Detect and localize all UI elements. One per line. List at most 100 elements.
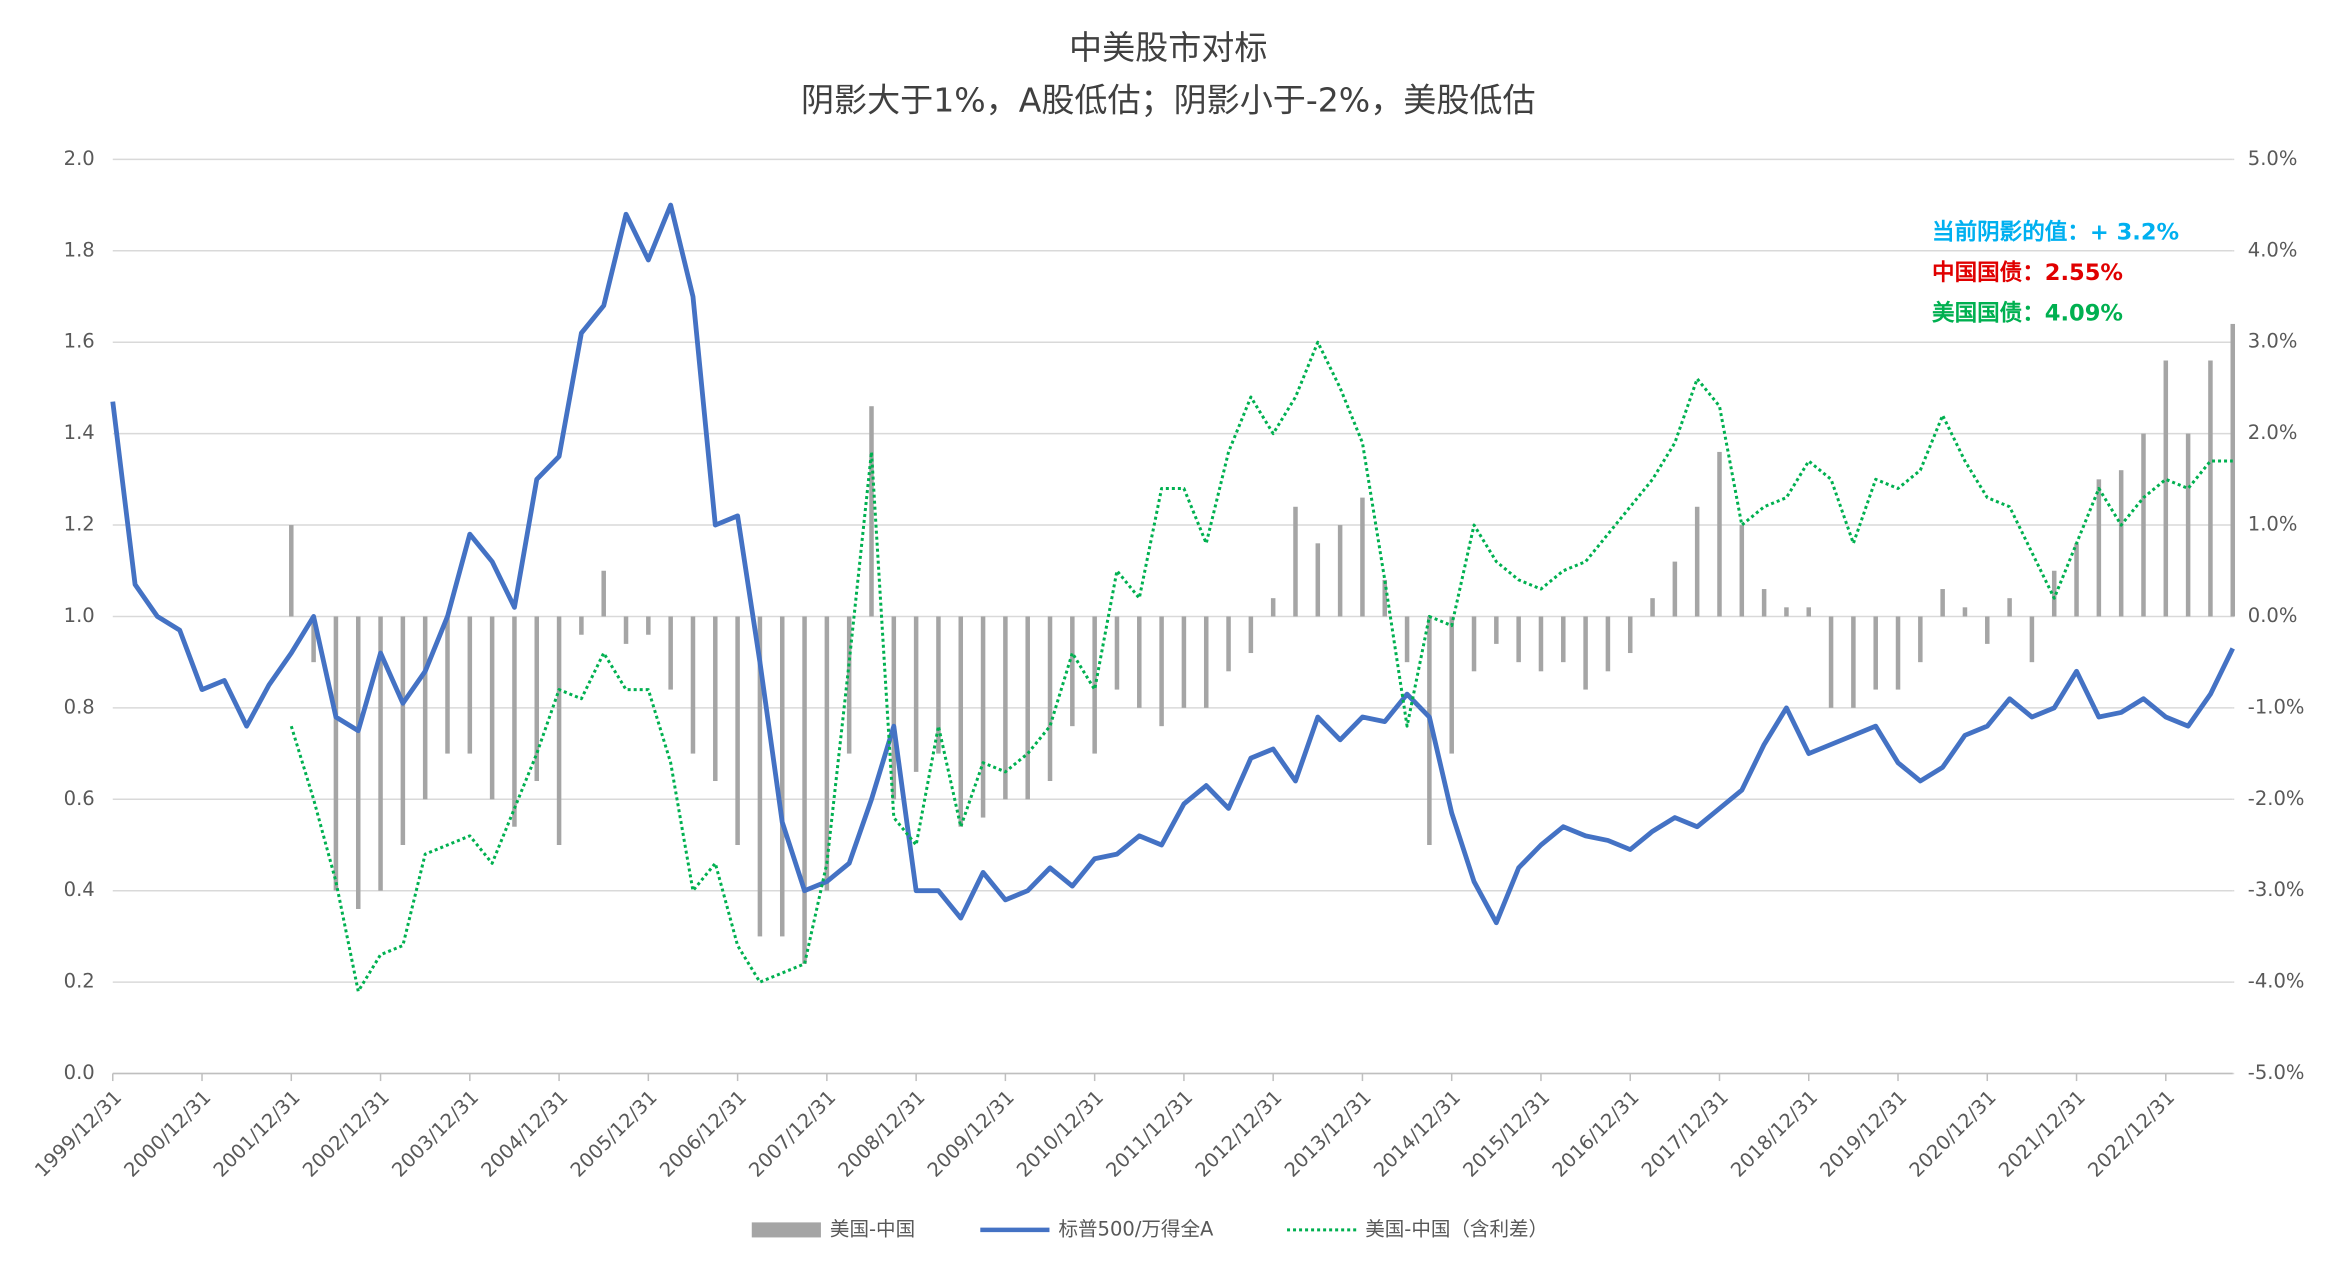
y-tick-label: 0.0 xyxy=(64,1061,95,1084)
bar xyxy=(668,616,673,690)
bar xyxy=(1025,616,1030,800)
bar xyxy=(1203,616,1209,708)
bar xyxy=(512,616,517,827)
bar xyxy=(1047,616,1053,782)
bar xyxy=(846,616,852,754)
bar xyxy=(1918,616,1923,663)
bar xyxy=(1561,616,1566,663)
bar xyxy=(1270,598,1276,617)
bar xyxy=(1828,616,1834,708)
y2-tick-label: -3.0% xyxy=(2248,878,2305,901)
bar xyxy=(2163,360,2169,617)
bar xyxy=(690,616,696,754)
legend-label: 标普500/万得全A xyxy=(1058,1217,1214,1240)
bar xyxy=(2074,543,2079,617)
bar xyxy=(1962,607,1968,617)
bar xyxy=(1650,598,1655,617)
y2-tick-label: -1.0% xyxy=(2248,695,2305,718)
bar xyxy=(311,616,316,663)
bar xyxy=(623,616,629,644)
bar xyxy=(1181,616,1187,708)
bar xyxy=(1427,616,1432,845)
y-tick-label: 1.8 xyxy=(64,238,95,261)
bar xyxy=(534,616,540,782)
y2-tick-label: 0.0% xyxy=(2248,604,2298,627)
bar xyxy=(757,616,763,937)
y-tick-label: 0.4 xyxy=(64,878,95,901)
bar xyxy=(1471,616,1477,672)
bar xyxy=(1583,616,1588,690)
y-tick-label: 1.2 xyxy=(64,513,95,536)
bar xyxy=(2007,598,2012,617)
bar xyxy=(1806,607,1812,617)
bar xyxy=(1761,589,1767,617)
bar xyxy=(646,616,651,635)
bar xyxy=(2141,433,2146,617)
bar xyxy=(1605,616,1611,672)
bar xyxy=(1070,616,1075,727)
bar xyxy=(1895,616,1901,690)
y2-tick-label: 4.0% xyxy=(2248,238,2298,261)
bar xyxy=(1739,525,1745,617)
bar xyxy=(2230,323,2236,617)
bar xyxy=(467,616,473,754)
bar xyxy=(1003,616,1008,800)
bar xyxy=(1159,616,1164,727)
y2-tick-label: 3.0% xyxy=(2248,330,2298,353)
bar xyxy=(2118,470,2124,617)
bar xyxy=(489,616,495,800)
bar xyxy=(2029,616,2035,663)
bar xyxy=(378,616,383,891)
bar xyxy=(958,616,964,827)
bar xyxy=(1114,616,1120,690)
bar xyxy=(1382,579,1388,617)
y2-tick-label: 2.0% xyxy=(2248,421,2298,444)
y-tick-label: 1.0 xyxy=(64,604,95,627)
bar xyxy=(1449,616,1454,754)
bar xyxy=(1672,561,1678,617)
annotation: 中国国债：2.55% xyxy=(1932,260,2123,286)
bar xyxy=(2208,360,2213,617)
bar xyxy=(556,616,562,845)
bar xyxy=(1360,497,1365,617)
bar xyxy=(869,406,874,617)
bar xyxy=(1248,616,1254,654)
bar xyxy=(779,616,785,937)
legend-label: 美国-中国 xyxy=(830,1217,915,1240)
bar xyxy=(2185,433,2191,617)
bar xyxy=(1985,616,1990,644)
bar xyxy=(980,616,986,818)
y-tick-label: 1.4 xyxy=(64,421,95,444)
bar xyxy=(1293,506,1298,617)
y2-tick-label: 5.0% xyxy=(2248,147,2298,170)
y-tick-label: 2.0 xyxy=(64,147,95,170)
y-tick-label: 0.2 xyxy=(64,970,95,993)
bar xyxy=(2096,479,2102,617)
bar xyxy=(1494,616,1499,644)
bar xyxy=(400,616,406,845)
y2-tick-label: 1.0% xyxy=(2248,513,2298,536)
bar xyxy=(1137,616,1142,708)
bar xyxy=(355,616,361,909)
bar xyxy=(713,616,718,782)
bar xyxy=(1315,543,1321,617)
bar xyxy=(802,616,807,964)
bar xyxy=(445,616,450,754)
bar xyxy=(1694,506,1700,617)
bar xyxy=(1627,616,1633,654)
bar xyxy=(936,616,941,754)
y-tick-label: 0.6 xyxy=(64,787,95,810)
legend-label: 美国-中国（含利差） xyxy=(1365,1217,1548,1240)
bar xyxy=(735,616,740,845)
bar xyxy=(1404,616,1410,663)
annotation: 美国国债：4.09% xyxy=(1932,300,2123,327)
bar xyxy=(2051,570,2057,617)
bar xyxy=(1851,616,1856,708)
bar xyxy=(891,616,897,800)
line xyxy=(110,202,2235,926)
bar xyxy=(1538,616,1544,672)
y2-tick-label: -4.0% xyxy=(2248,970,2305,993)
bar xyxy=(333,616,339,891)
